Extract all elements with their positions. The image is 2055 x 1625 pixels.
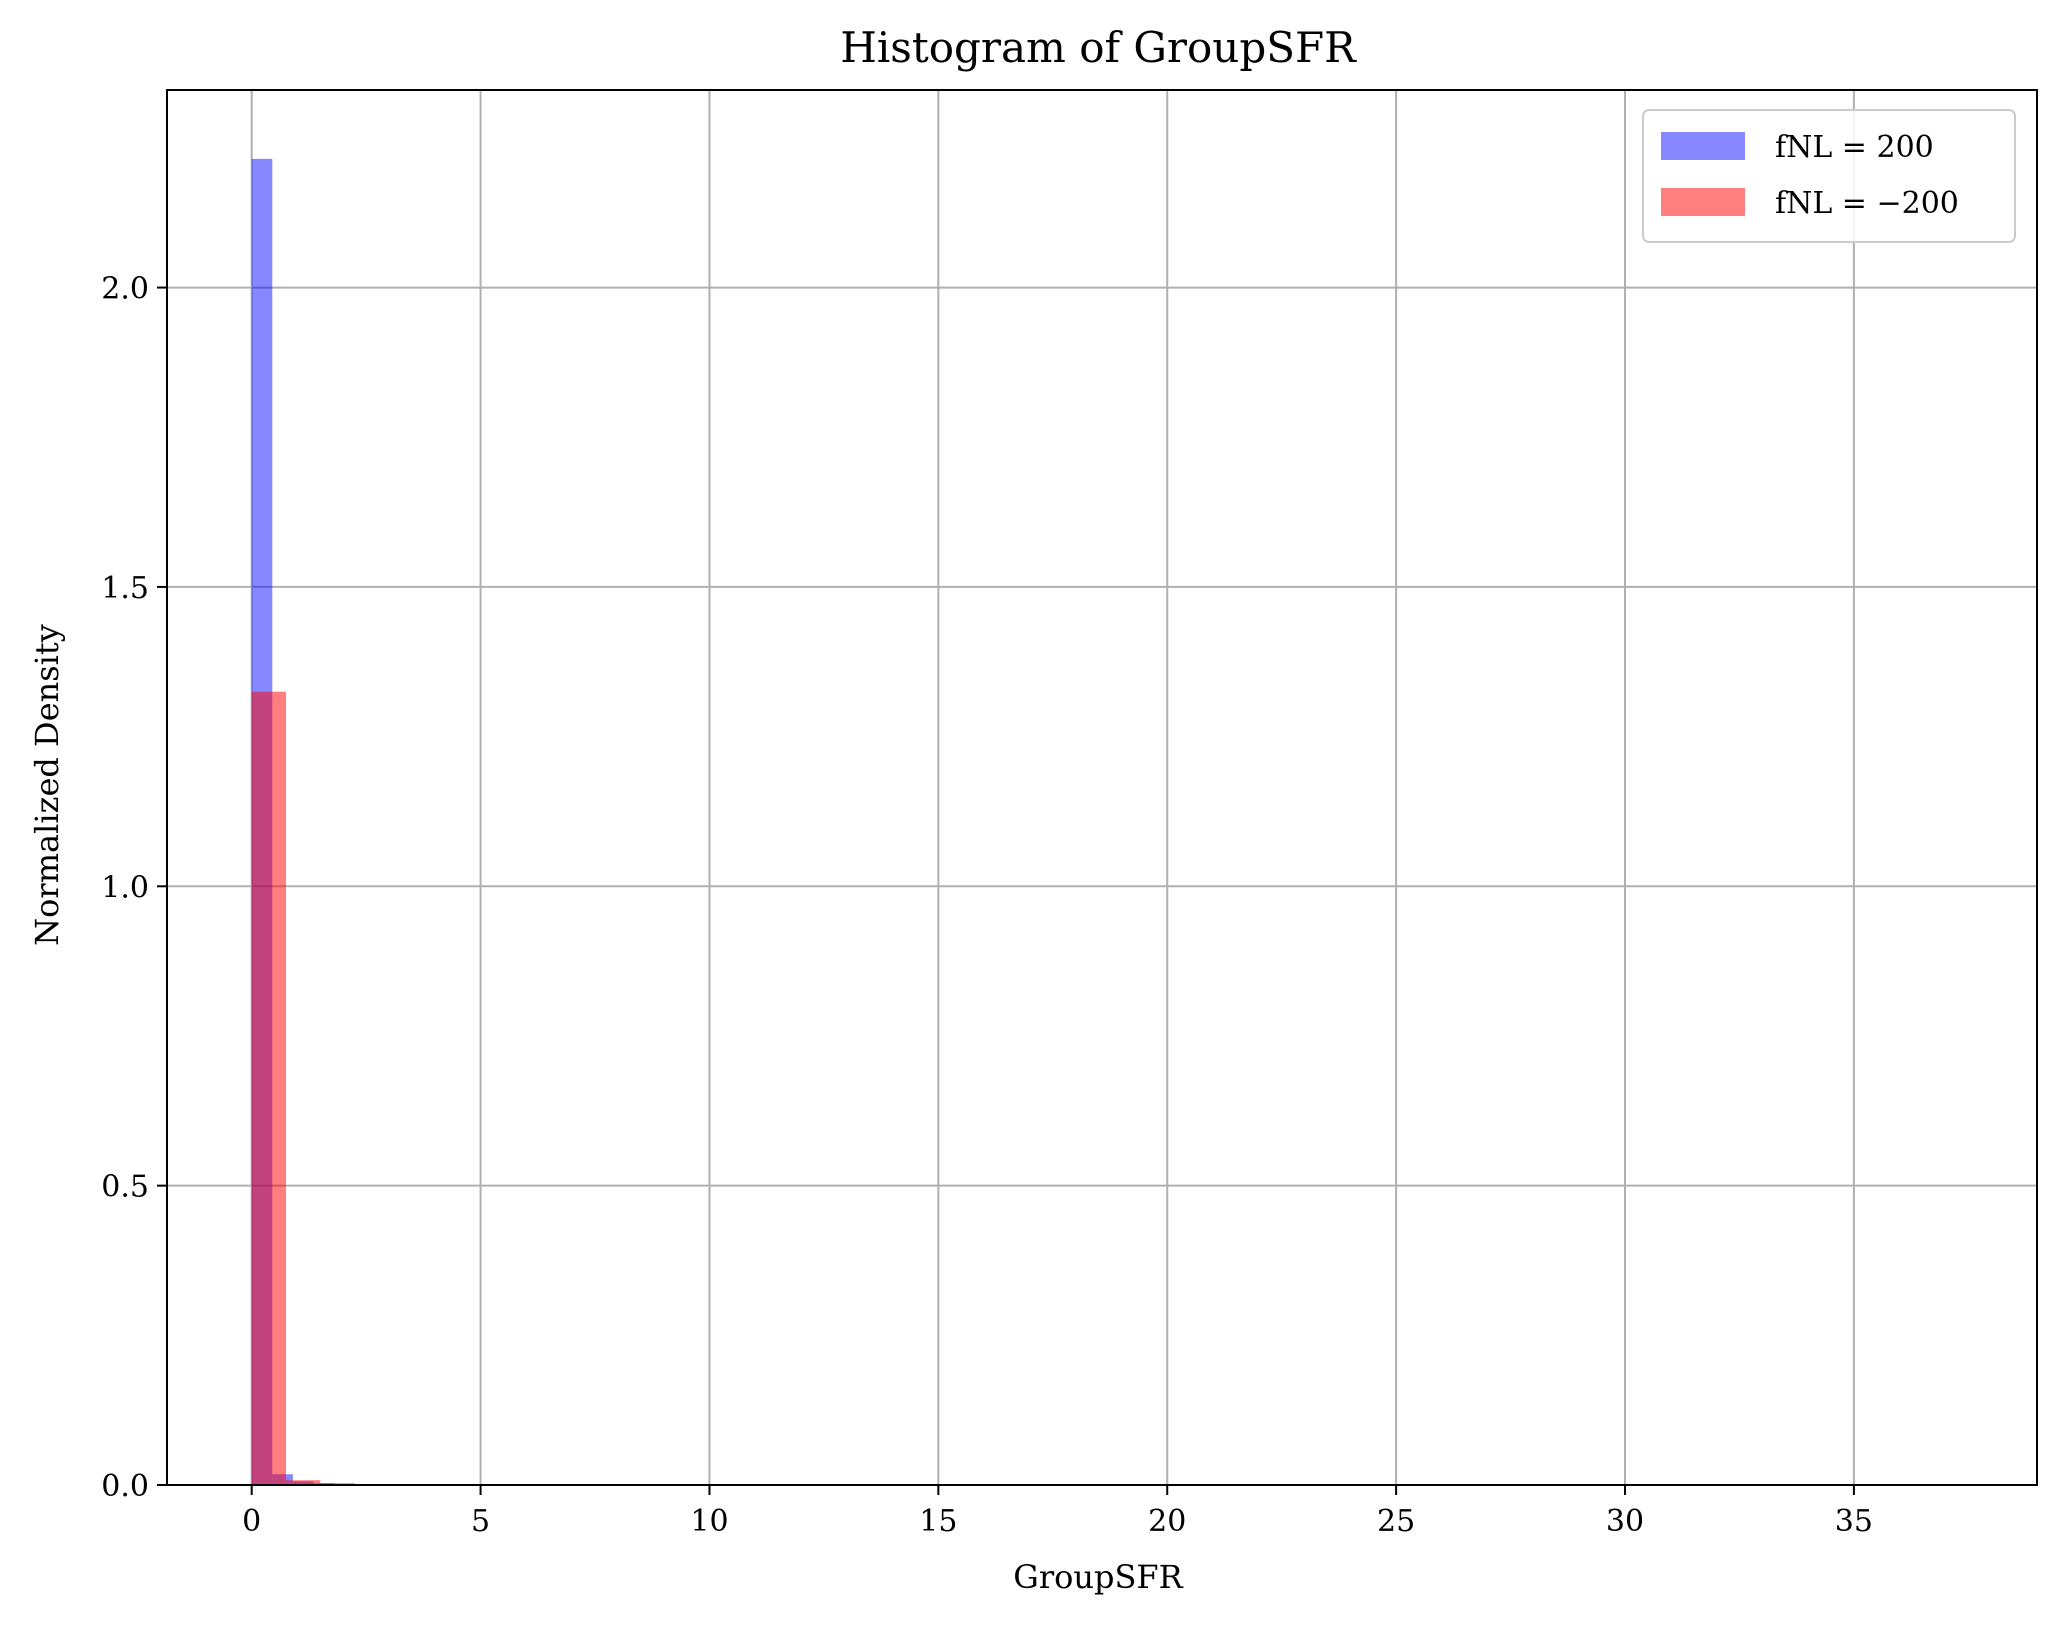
legend-label-2: fNL = −200 <box>1775 186 1959 221</box>
x-tick-label-30: 30 <box>1606 1504 1644 1539</box>
plot-background <box>167 90 2037 1485</box>
chart-title: Histogram of GroupSFR <box>840 23 1357 72</box>
x-tick-label-35: 35 <box>1835 1504 1873 1539</box>
x-tick-label-20: 20 <box>1148 1504 1186 1539</box>
plot-frame <box>166 89 2038 1486</box>
histogram-bars <box>251 158 355 1485</box>
x-tick-label-15: 15 <box>919 1504 957 1539</box>
legend: fNL = 200 fNL = −200 <box>1642 109 2016 243</box>
y-tick-label-0.5: 0.5 <box>101 1170 149 1205</box>
series-2-bar-1 <box>251 691 287 1485</box>
axes-frame <box>166 89 2038 1486</box>
series-2-bars <box>251 691 355 1485</box>
y-tick-label-1.0: 1.0 <box>101 870 149 905</box>
y-axis-label: Normalized Density <box>28 624 66 946</box>
y-tick-label-1.5: 1.5 <box>101 571 149 606</box>
plot-area <box>167 90 2037 1485</box>
y-tick-label-2.0: 2.0 <box>101 272 149 307</box>
x-tick-label-25: 25 <box>1377 1504 1415 1539</box>
x-tick-label-10: 10 <box>690 1504 728 1539</box>
x-tick-label-5: 5 <box>471 1504 490 1539</box>
legend-swatch-2 <box>1661 188 1745 216</box>
legend-label-1: fNL = 200 <box>1775 130 1934 165</box>
legend-swatch-1 <box>1661 132 1745 160</box>
series-2-bar-2 <box>286 1480 321 1485</box>
axis-ticks: 0 5 10 15 20 25 30 35 0.0 0.5 1.0 1.5 2.0 <box>101 272 1873 1539</box>
x-tick-label-0: 0 <box>242 1504 261 1539</box>
x-axis-label: GroupSFR <box>1013 1558 1183 1596</box>
y-tick-label-0.0: 0.0 <box>101 1469 149 1504</box>
